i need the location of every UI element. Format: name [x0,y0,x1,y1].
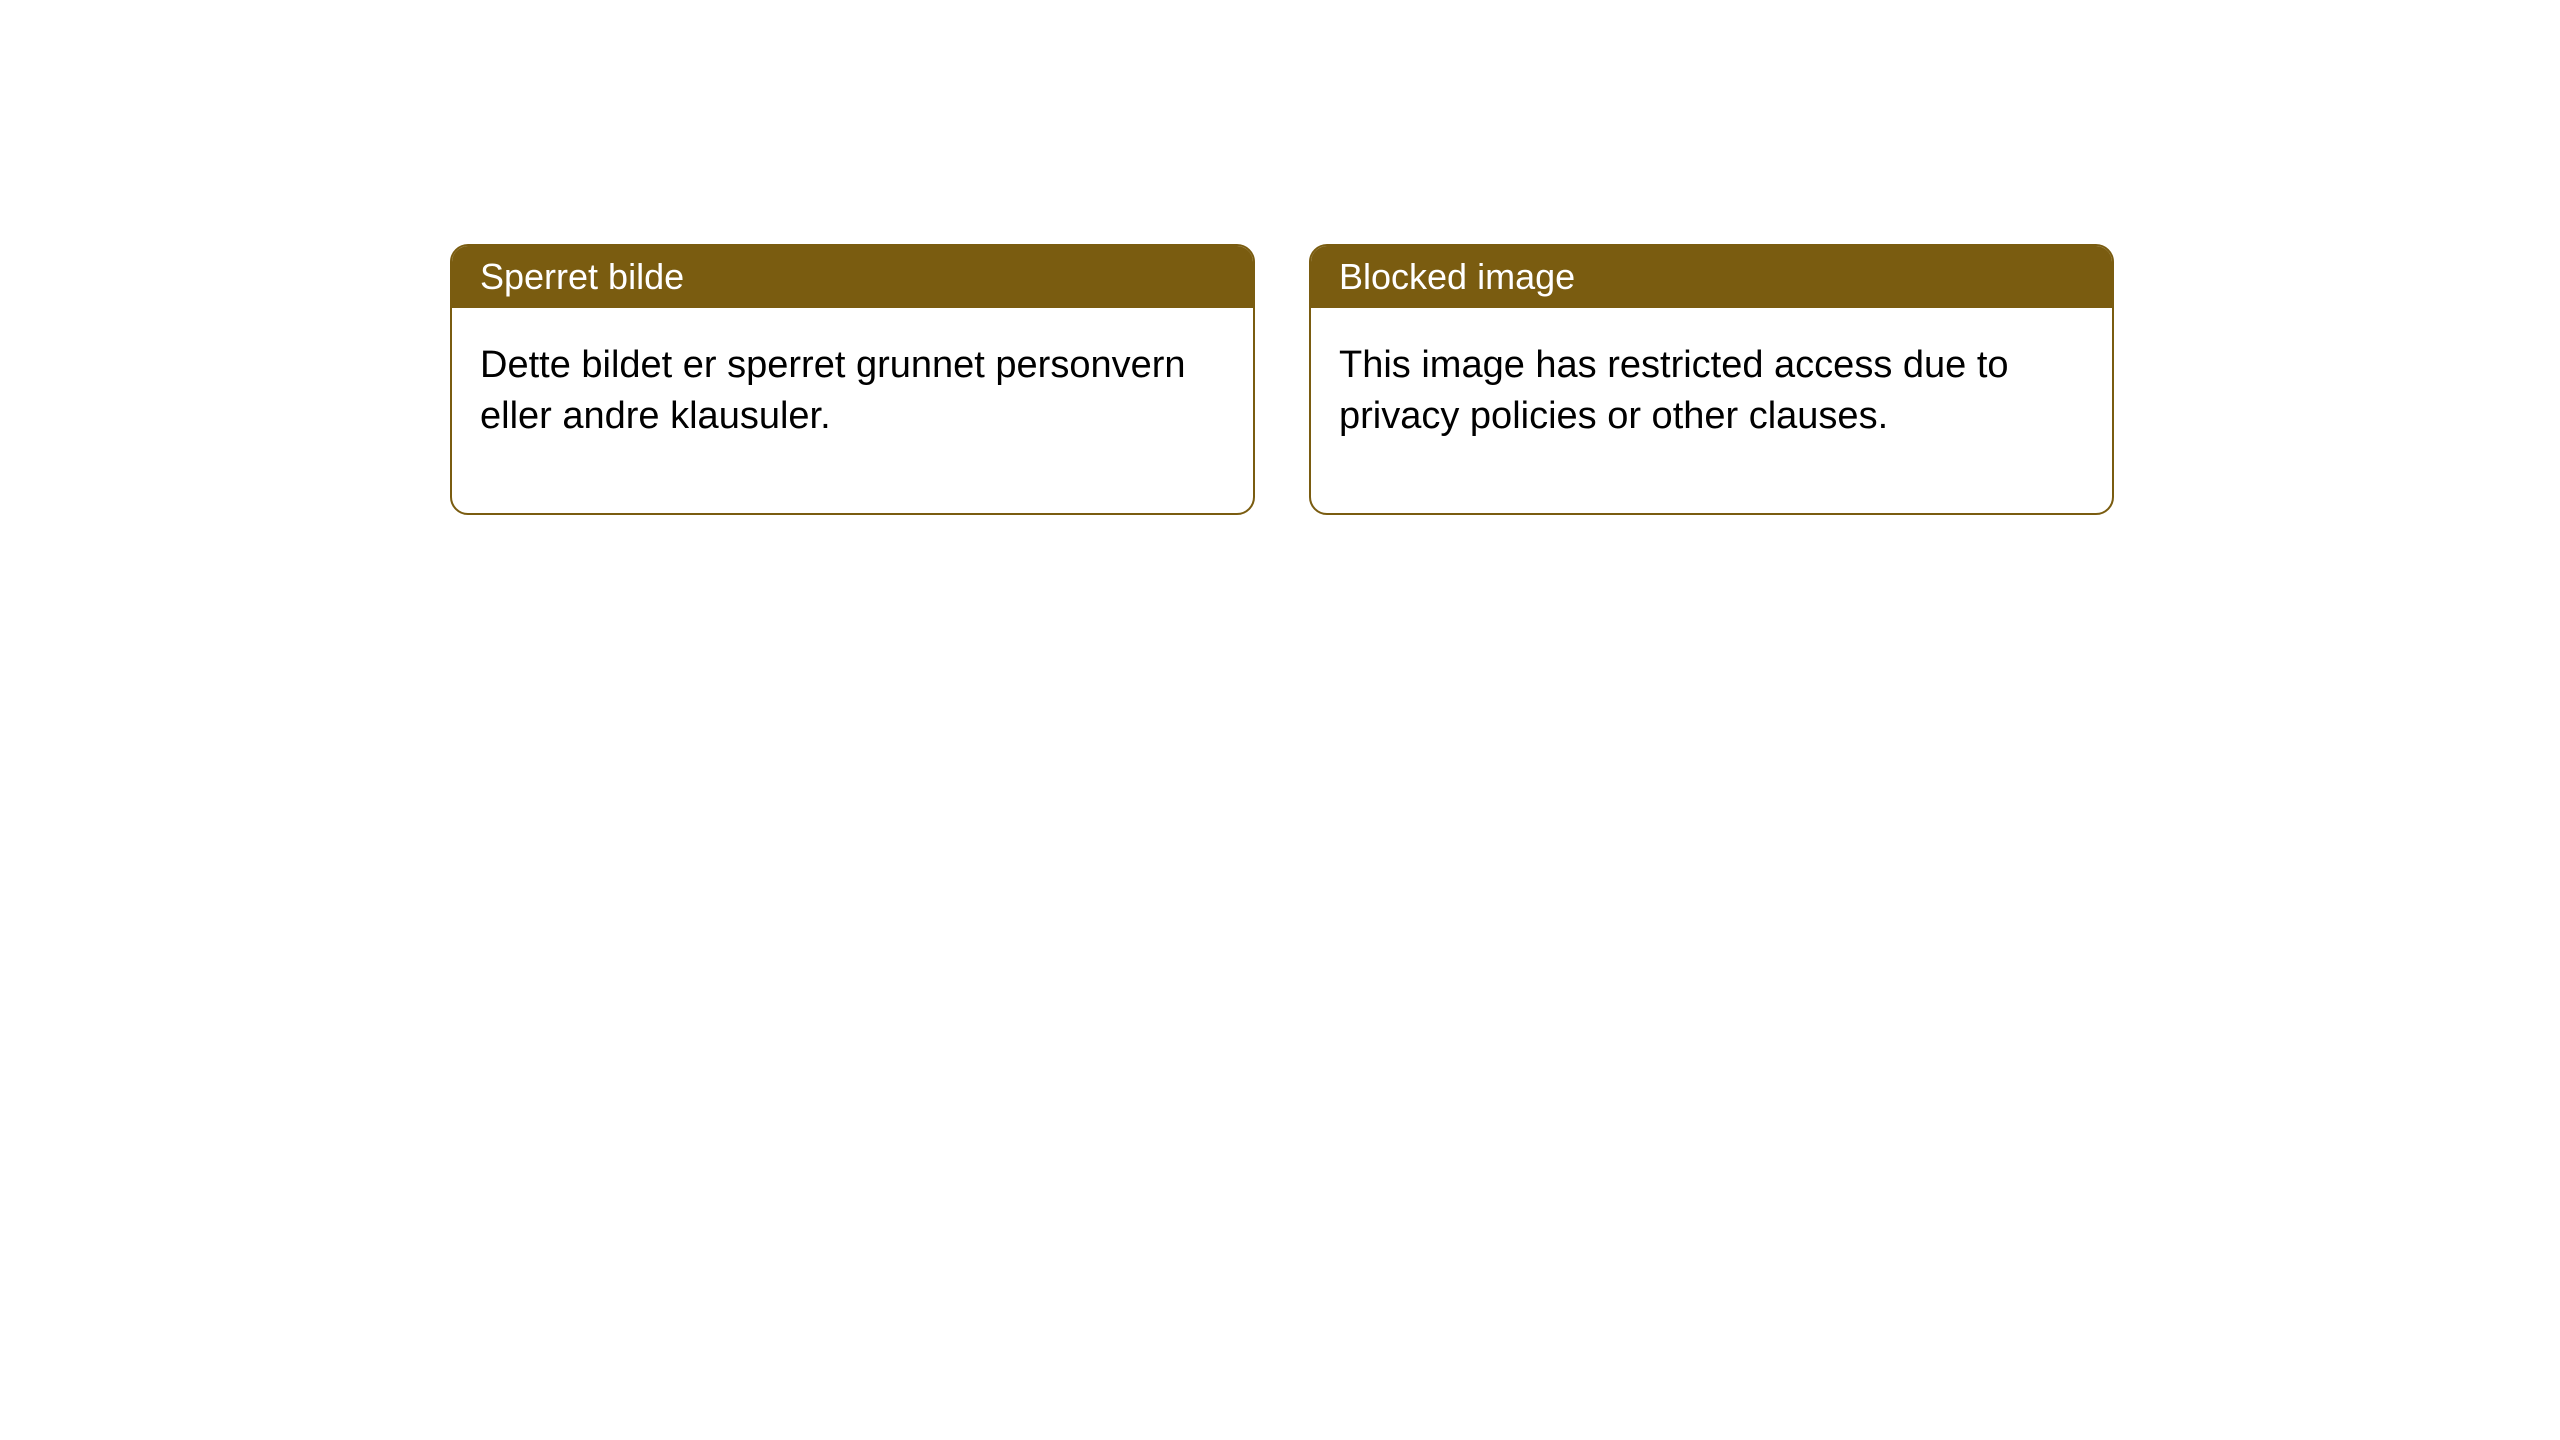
notice-card-norwegian: Sperret bilde Dette bildet er sperret gr… [450,244,1255,515]
card-title-english: Blocked image [1339,256,1575,297]
card-body-text-norwegian: Dette bildet er sperret grunnet personve… [480,344,1186,437]
card-body-text-english: This image has restricted access due to … [1339,344,2009,437]
card-body-english: This image has restricted access due to … [1311,308,2112,513]
card-header-norwegian: Sperret bilde [452,246,1253,308]
notice-cards-container: Sperret bilde Dette bildet er sperret gr… [450,244,2114,515]
card-body-norwegian: Dette bildet er sperret grunnet personve… [452,308,1253,513]
card-title-norwegian: Sperret bilde [480,256,684,297]
card-header-english: Blocked image [1311,246,2112,308]
notice-card-english: Blocked image This image has restricted … [1309,244,2114,515]
